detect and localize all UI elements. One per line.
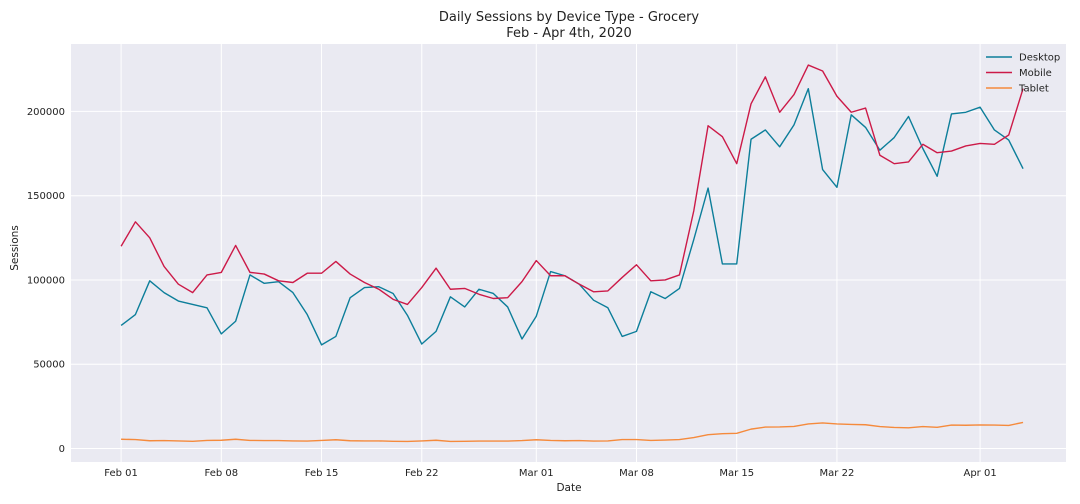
x-tick-label: Apr 01 [963,468,996,479]
legend: Desktop Mobile Tablet [986,53,1060,95]
x-tick-label: Feb 15 [305,468,339,479]
legend-label-tablet: Tablet [1018,84,1049,95]
y-axis-ticks: 0 50000 100000 150000 200000 [27,107,65,455]
x-tick-label: Mar 22 [820,468,855,479]
y-tick-label: 100000 [27,275,65,286]
x-tick-label: Feb 01 [104,468,138,479]
y-tick-label: 200000 [27,107,65,118]
x-axis-label: Date [556,482,581,494]
x-tick-label: Mar 01 [519,468,554,479]
chart-subtitle: Feb - Apr 4th, 2020 [506,26,632,41]
legend-label-desktop: Desktop [1019,53,1060,64]
y-tick-label: 150000 [27,191,65,202]
series-lines [120,64,1024,443]
x-tick-label: Feb 22 [405,468,439,479]
series-line-tablet [121,421,1024,443]
series-line-mobile [120,64,1024,306]
gridlines [71,44,1066,462]
x-axis-ticks: Feb 01 Feb 08 Feb 15 Feb 22 Mar 01 Mar 08 Mar … [104,468,996,479]
chart-title: Daily Sessions by Device Type - Grocery [439,10,700,25]
x-tick-label: Mar 08 [619,468,654,479]
y-tick-label: 0 [59,444,65,455]
y-axis-label: Sessions [9,225,21,271]
legend-label-mobile: Mobile [1019,68,1052,79]
x-tick-label: Mar 15 [719,468,754,479]
x-tick-label: Feb 08 [205,468,239,479]
y-tick-label: 50000 [33,360,65,371]
plot-area [71,44,1066,462]
